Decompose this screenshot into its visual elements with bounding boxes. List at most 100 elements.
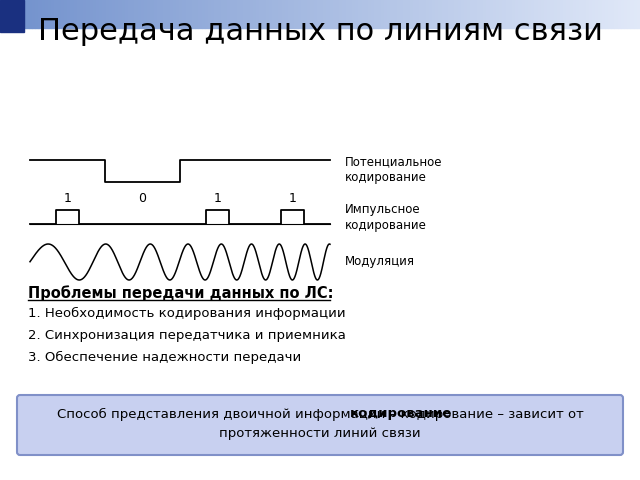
Text: Модуляция: Модуляция — [345, 255, 415, 268]
Bar — [205, 0, 208, 28]
Bar — [630, 0, 634, 28]
Bar — [0, 0, 24, 32]
Bar — [547, 0, 550, 28]
Bar — [390, 0, 394, 28]
Bar — [595, 0, 598, 28]
Bar — [528, 0, 531, 28]
Bar — [240, 0, 243, 28]
Bar — [26, 0, 29, 28]
Bar — [80, 0, 83, 28]
Bar — [627, 0, 630, 28]
Bar — [557, 0, 560, 28]
Bar — [368, 0, 371, 28]
Bar — [176, 0, 179, 28]
Bar — [349, 0, 352, 28]
Bar — [179, 0, 182, 28]
Bar — [330, 0, 333, 28]
Text: Проблемы передачи данных по ЛС:: Проблемы передачи данных по ЛС: — [28, 285, 333, 301]
Bar — [480, 0, 483, 28]
Bar — [102, 0, 106, 28]
Bar — [218, 0, 221, 28]
Bar — [70, 0, 74, 28]
Bar — [48, 0, 51, 28]
Bar — [13, 0, 16, 28]
Bar — [426, 0, 429, 28]
Bar — [250, 0, 253, 28]
Bar — [387, 0, 390, 28]
Bar — [621, 0, 624, 28]
Bar — [35, 0, 38, 28]
Bar — [96, 0, 99, 28]
Bar — [58, 0, 61, 28]
Bar — [352, 0, 355, 28]
Bar — [496, 0, 499, 28]
Bar — [384, 0, 387, 28]
Bar — [154, 0, 157, 28]
Text: протяженности линий связи: протяженности линий связи — [219, 428, 421, 441]
Bar — [29, 0, 32, 28]
Bar — [278, 0, 282, 28]
Bar — [397, 0, 400, 28]
Bar — [624, 0, 627, 28]
Bar — [470, 0, 474, 28]
Bar — [74, 0, 77, 28]
Bar — [342, 0, 346, 28]
Text: 3. Обеспечение надежности передачи: 3. Обеспечение надежности передачи — [28, 351, 301, 364]
Bar — [454, 0, 458, 28]
Bar — [214, 0, 218, 28]
Bar — [566, 0, 570, 28]
Bar — [144, 0, 147, 28]
Bar — [32, 0, 35, 28]
Bar — [422, 0, 426, 28]
Bar — [403, 0, 406, 28]
Bar — [202, 0, 205, 28]
Bar — [64, 0, 67, 28]
Bar — [77, 0, 80, 28]
Bar — [141, 0, 144, 28]
Bar — [442, 0, 445, 28]
Bar — [54, 0, 58, 28]
Bar — [483, 0, 486, 28]
Bar — [611, 0, 614, 28]
Bar — [266, 0, 269, 28]
Bar — [259, 0, 262, 28]
Bar — [381, 0, 384, 28]
Bar — [637, 0, 640, 28]
Bar — [83, 0, 86, 28]
Bar — [99, 0, 102, 28]
Bar — [410, 0, 413, 28]
Bar — [237, 0, 240, 28]
Bar — [512, 0, 515, 28]
Bar — [490, 0, 493, 28]
Bar — [634, 0, 637, 28]
Bar — [467, 0, 470, 28]
Bar — [429, 0, 432, 28]
Bar — [464, 0, 467, 28]
Bar — [112, 0, 115, 28]
Bar — [477, 0, 480, 28]
Bar — [288, 0, 291, 28]
Bar — [336, 0, 339, 28]
Bar — [221, 0, 224, 28]
Bar — [419, 0, 422, 28]
Bar — [486, 0, 490, 28]
Bar — [518, 0, 522, 28]
Bar — [138, 0, 141, 28]
Bar — [563, 0, 566, 28]
Bar — [573, 0, 576, 28]
Bar — [579, 0, 582, 28]
Text: Импульсное
кодирование: Импульсное кодирование — [345, 203, 427, 231]
Bar — [109, 0, 112, 28]
Bar — [461, 0, 464, 28]
Bar — [304, 0, 307, 28]
Bar — [275, 0, 278, 28]
Bar — [256, 0, 259, 28]
Bar — [541, 0, 544, 28]
Bar — [125, 0, 128, 28]
Bar — [192, 0, 195, 28]
Bar — [605, 0, 608, 28]
Bar — [45, 0, 48, 28]
Bar — [42, 0, 45, 28]
Bar — [195, 0, 198, 28]
Bar — [333, 0, 336, 28]
